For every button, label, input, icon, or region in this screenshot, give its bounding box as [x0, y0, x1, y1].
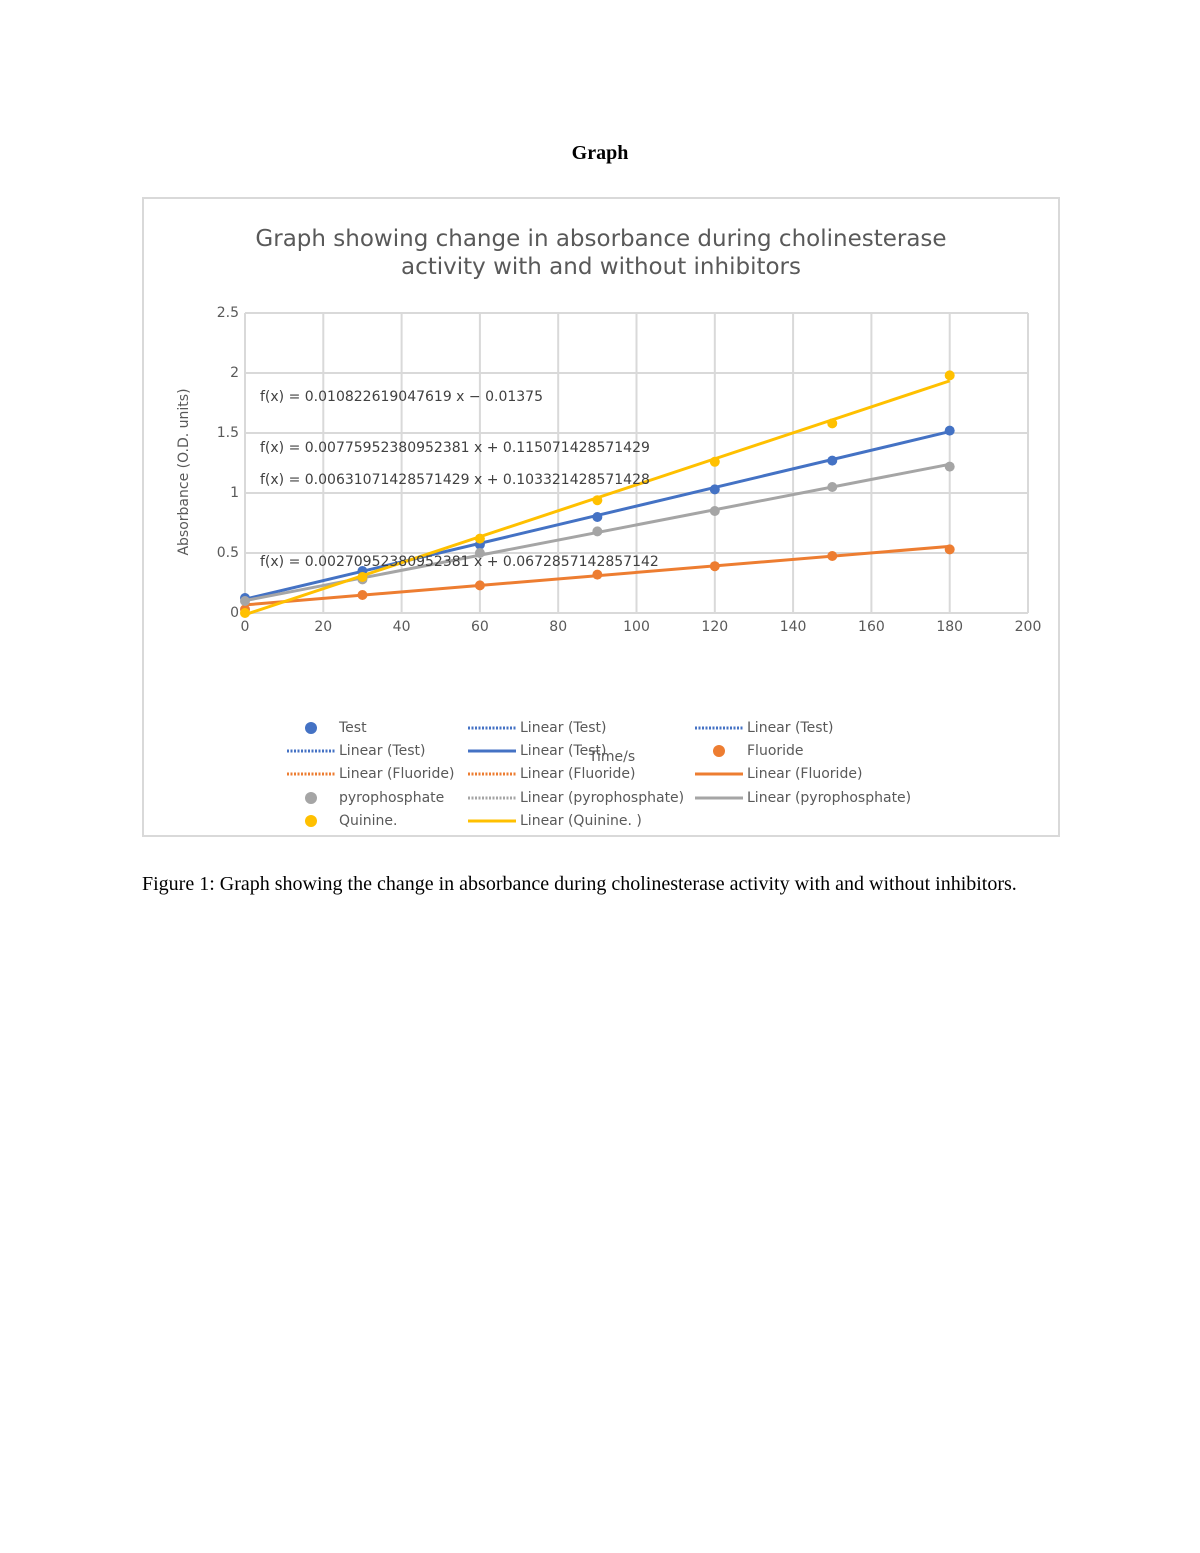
heading: Graph [571, 142, 629, 164]
x-axis-title: Time/s [588, 749, 635, 765]
data-point [944, 370, 955, 381]
data-point [592, 495, 603, 506]
data-point [709, 484, 720, 495]
legend-label: Linear (Fluoride) [339, 766, 454, 782]
data-point [240, 608, 250, 618]
x-tick-label: 40 [393, 619, 411, 635]
data-point [592, 569, 603, 580]
x-tick-label: 100 [623, 619, 650, 635]
legend-label: Fluoride [747, 743, 804, 759]
trend-equation: f(x) = 0.010822619047619 x − 0.01375 [260, 389, 543, 405]
data-point [827, 455, 838, 466]
trend-equation: f(x) = 0.00631071428571429 x + 0.1033214… [260, 472, 650, 488]
legend-marker [305, 792, 317, 804]
data-point [944, 461, 955, 472]
data-point [709, 561, 720, 572]
legend-label: Linear (Quinine. ) [520, 813, 642, 829]
chart-box: Absorbance (O.D. units) 0 0.5 1 1.5 2 2.5 0 20 4… [142, 197, 1060, 837]
data-point [474, 548, 485, 558]
trend-equation: f(x) = 0.00270952380952381 x + 0.0672857… [260, 554, 659, 570]
legend-label: Linear (Test) [520, 743, 606, 759]
data-point [357, 572, 368, 582]
x-tick-label: 20 [314, 619, 332, 635]
x-tick-label: 160 [858, 619, 885, 635]
chart: Absorbance (O.D. units) 0 0.5 1 1.5 2 2.5 0 20 4… [176, 305, 1042, 829]
y-tick-label: 2 [230, 365, 239, 381]
data-point [944, 425, 955, 436]
data-point [474, 533, 485, 544]
legend-marker [713, 745, 725, 757]
y-axis-title: Absorbance (O.D. units) [176, 388, 192, 555]
legend-label: Linear (pyrophosphate) [747, 790, 911, 806]
legend-label: Linear (pyrophosphate) [520, 790, 684, 806]
data-point [592, 512, 603, 522]
legend-label: Quinine. [339, 813, 397, 829]
legend-label: pyrophosphate [339, 790, 444, 806]
y-tick-label: 2.5 [217, 305, 239, 321]
legend-label: Linear (Fluoride) [747, 766, 862, 782]
data-point [944, 544, 955, 555]
legend-label: Linear (Test) [747, 720, 833, 736]
data-point [240, 596, 250, 606]
chart-title: Graph showing change in absorbance durin… [255, 226, 947, 280]
legend-label: Linear (Test) [339, 743, 425, 759]
data-point [592, 526, 603, 537]
x-tick-label: 140 [780, 619, 807, 635]
trend-equation: f(x) = 0.00775952380952381 x + 0.1150714… [260, 440, 650, 456]
legend-label: Linear (Fluoride) [520, 766, 635, 782]
x-tick-label: 60 [471, 619, 489, 635]
y-tick-label: 1 [230, 485, 239, 501]
data-point [827, 551, 838, 561]
legend-label: Test [338, 720, 367, 736]
x-tick-label: 180 [936, 619, 963, 635]
data-point [709, 506, 720, 516]
y-tick-label: 0 [230, 605, 239, 621]
legend-marker [305, 722, 317, 734]
legend-label: Linear (Test) [520, 720, 606, 736]
x-tick-label: 120 [701, 619, 728, 635]
y-tick-label: 1.5 [217, 425, 239, 441]
data-point [827, 482, 838, 492]
x-tick-label: 0 [241, 619, 250, 635]
x-tick-label: 80 [549, 619, 567, 635]
data-point [827, 418, 838, 429]
data-point [474, 580, 485, 591]
caption: Figure 1: Graph showing the change in ab… [142, 873, 1017, 895]
data-point [357, 590, 368, 600]
legend-marker [305, 815, 317, 827]
x-tick-label: 200 [1015, 619, 1042, 635]
y-tick-label: 0.5 [217, 545, 239, 561]
data-point [709, 456, 720, 467]
